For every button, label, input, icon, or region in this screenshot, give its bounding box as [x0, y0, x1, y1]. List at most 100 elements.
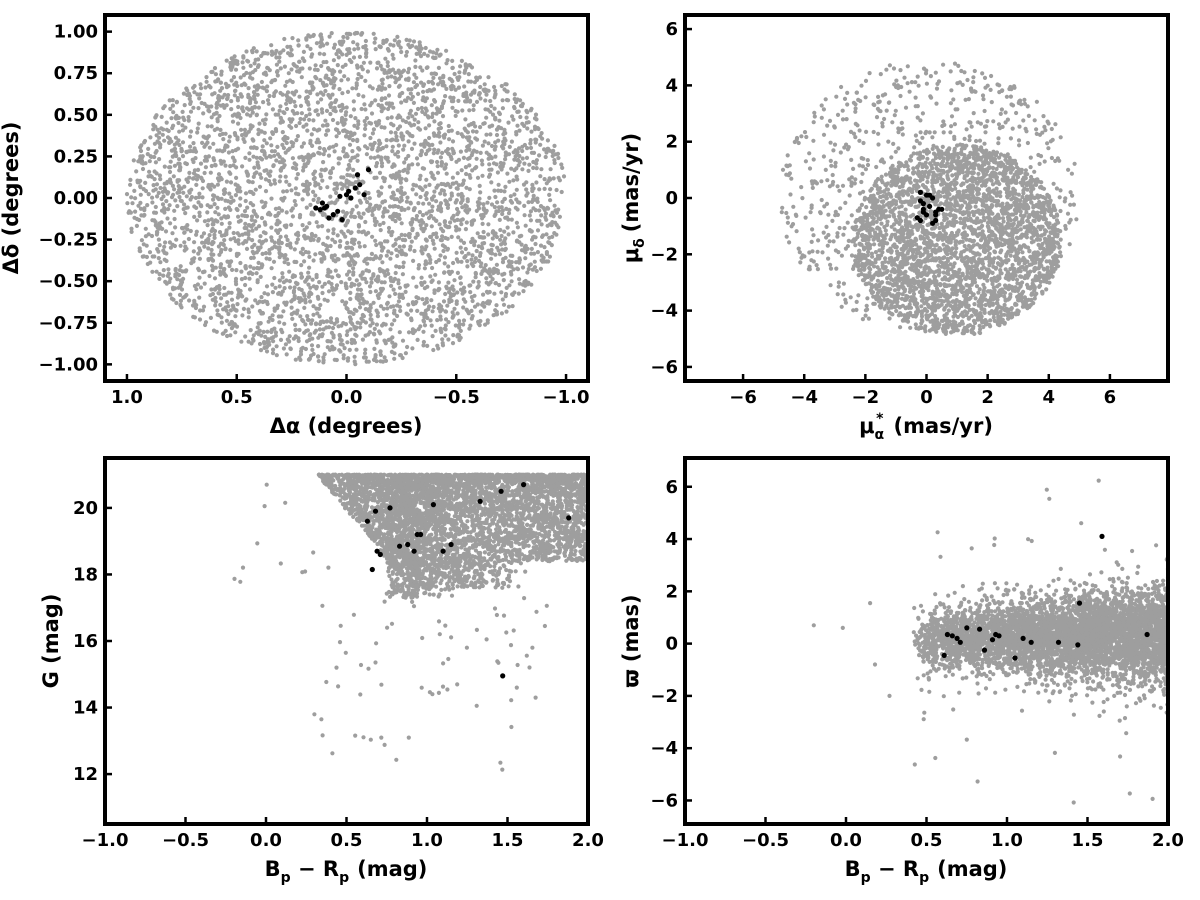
field-star-point: [324, 319, 329, 324]
field-star-point: [295, 69, 300, 74]
field-star-point: [384, 138, 389, 143]
field-star-point: [556, 225, 561, 230]
field-star-point: [157, 157, 162, 162]
field-star-point: [443, 291, 448, 297]
field-star-point: [182, 184, 187, 189]
field-star-point: [361, 229, 366, 234]
field-star-point: [386, 48, 391, 53]
field-star-point: [417, 210, 422, 215]
field-star-point: [419, 280, 424, 286]
field-star-point: [182, 269, 187, 274]
field-star-point: [181, 91, 186, 96]
field-star-point: [489, 256, 494, 261]
field-star-point: [515, 225, 521, 230]
field-star-point: [464, 185, 469, 190]
field-star-point: [192, 256, 197, 261]
field-star-point: [338, 69, 343, 74]
field-star-point: [469, 239, 474, 245]
field-star-point: [345, 77, 351, 82]
field-star-point: [195, 126, 200, 131]
field-star-point: [134, 216, 140, 222]
field-star-point: [273, 89, 278, 94]
field-star-point: [1022, 225, 1027, 230]
field-star-point: [368, 312, 373, 318]
field-star-point: [281, 145, 286, 151]
field-star-point: [338, 239, 343, 244]
field-star-point: [386, 225, 392, 231]
panel-sky-position: 1.0 0.5 0.0 −0.5 −1.01.000.750.500.250.00−0.…: [0, 13, 590, 438]
field-star-point: [397, 76, 402, 81]
field-star-point: [320, 212, 325, 217]
field-star-point: [489, 180, 494, 185]
field-star-point: [520, 144, 525, 149]
field-star-point: [365, 199, 370, 205]
field-star-point: [418, 153, 423, 158]
field-star-point: [390, 67, 396, 72]
field-star-point: [529, 282, 534, 287]
field-star-point: [216, 98, 222, 103]
field-star-point: [288, 285, 293, 290]
field-star-point: [477, 253, 483, 258]
field-star-point: [310, 336, 315, 341]
field-star-point: [430, 204, 435, 209]
field-star-point: [198, 161, 204, 166]
field-star-point: [378, 269, 383, 274]
field-star-point: [233, 193, 238, 198]
field-star-point: [447, 137, 452, 142]
field-star-point: [293, 327, 298, 332]
field-star-point: [277, 284, 282, 289]
field-star-point: [509, 279, 514, 284]
field-star-point: [304, 179, 309, 184]
field-star-point: [511, 230, 516, 235]
field-star-point: [364, 47, 369, 52]
field-star-point: [269, 225, 274, 230]
field-star-point: [206, 154, 211, 159]
field-star-point: [352, 354, 357, 359]
field-star-point: [270, 317, 275, 323]
field-star-point: [275, 144, 280, 149]
field-star-point: [393, 241, 398, 247]
field-star-point: [501, 146, 506, 151]
field-star-point: [272, 244, 277, 249]
field-star-point: [269, 143, 274, 148]
field-star-point: [534, 180, 539, 185]
field-star-point: [352, 47, 357, 52]
field-star-point: [451, 292, 456, 298]
field-star-point: [461, 91, 466, 97]
field-star-point: [538, 142, 543, 147]
field-star-point: [393, 213, 398, 219]
field-star-point: [493, 252, 498, 257]
field-star-point: [310, 87, 315, 92]
field-star-point: [202, 269, 207, 274]
field-star-point: [221, 159, 226, 164]
field-star-point: [218, 249, 224, 255]
field-star-point: [200, 308, 206, 313]
field-star-point: [438, 201, 443, 206]
field-star-point: [386, 159, 391, 164]
field-star-point: [296, 43, 301, 48]
field-star-point: [529, 246, 534, 251]
field-star-point: [155, 127, 160, 132]
field-star-point: [422, 280, 427, 285]
field-star-point: [227, 225, 232, 230]
field-star-point: [351, 167, 356, 172]
field-star-point: [359, 74, 364, 80]
field-star-point: [419, 149, 424, 154]
field-star-point: [434, 235, 439, 240]
field-star-point: [262, 130, 267, 135]
field-star-point: [331, 227, 336, 232]
field-star-point: [211, 328, 217, 333]
field-star-point: [474, 156, 479, 161]
field-star-point: [246, 236, 251, 241]
field-star-point: [424, 177, 429, 182]
field-star-point: [544, 251, 550, 257]
field-star-point: [259, 295, 264, 300]
field-star-point: [377, 44, 382, 49]
field-star-point: [275, 69, 280, 74]
field-star-point: [474, 208, 479, 213]
field-star-point: [501, 278, 506, 283]
field-star-point: [257, 85, 262, 90]
field-star-point: [397, 94, 402, 99]
field-star-point: [418, 223, 423, 228]
field-star-point: [452, 278, 457, 283]
